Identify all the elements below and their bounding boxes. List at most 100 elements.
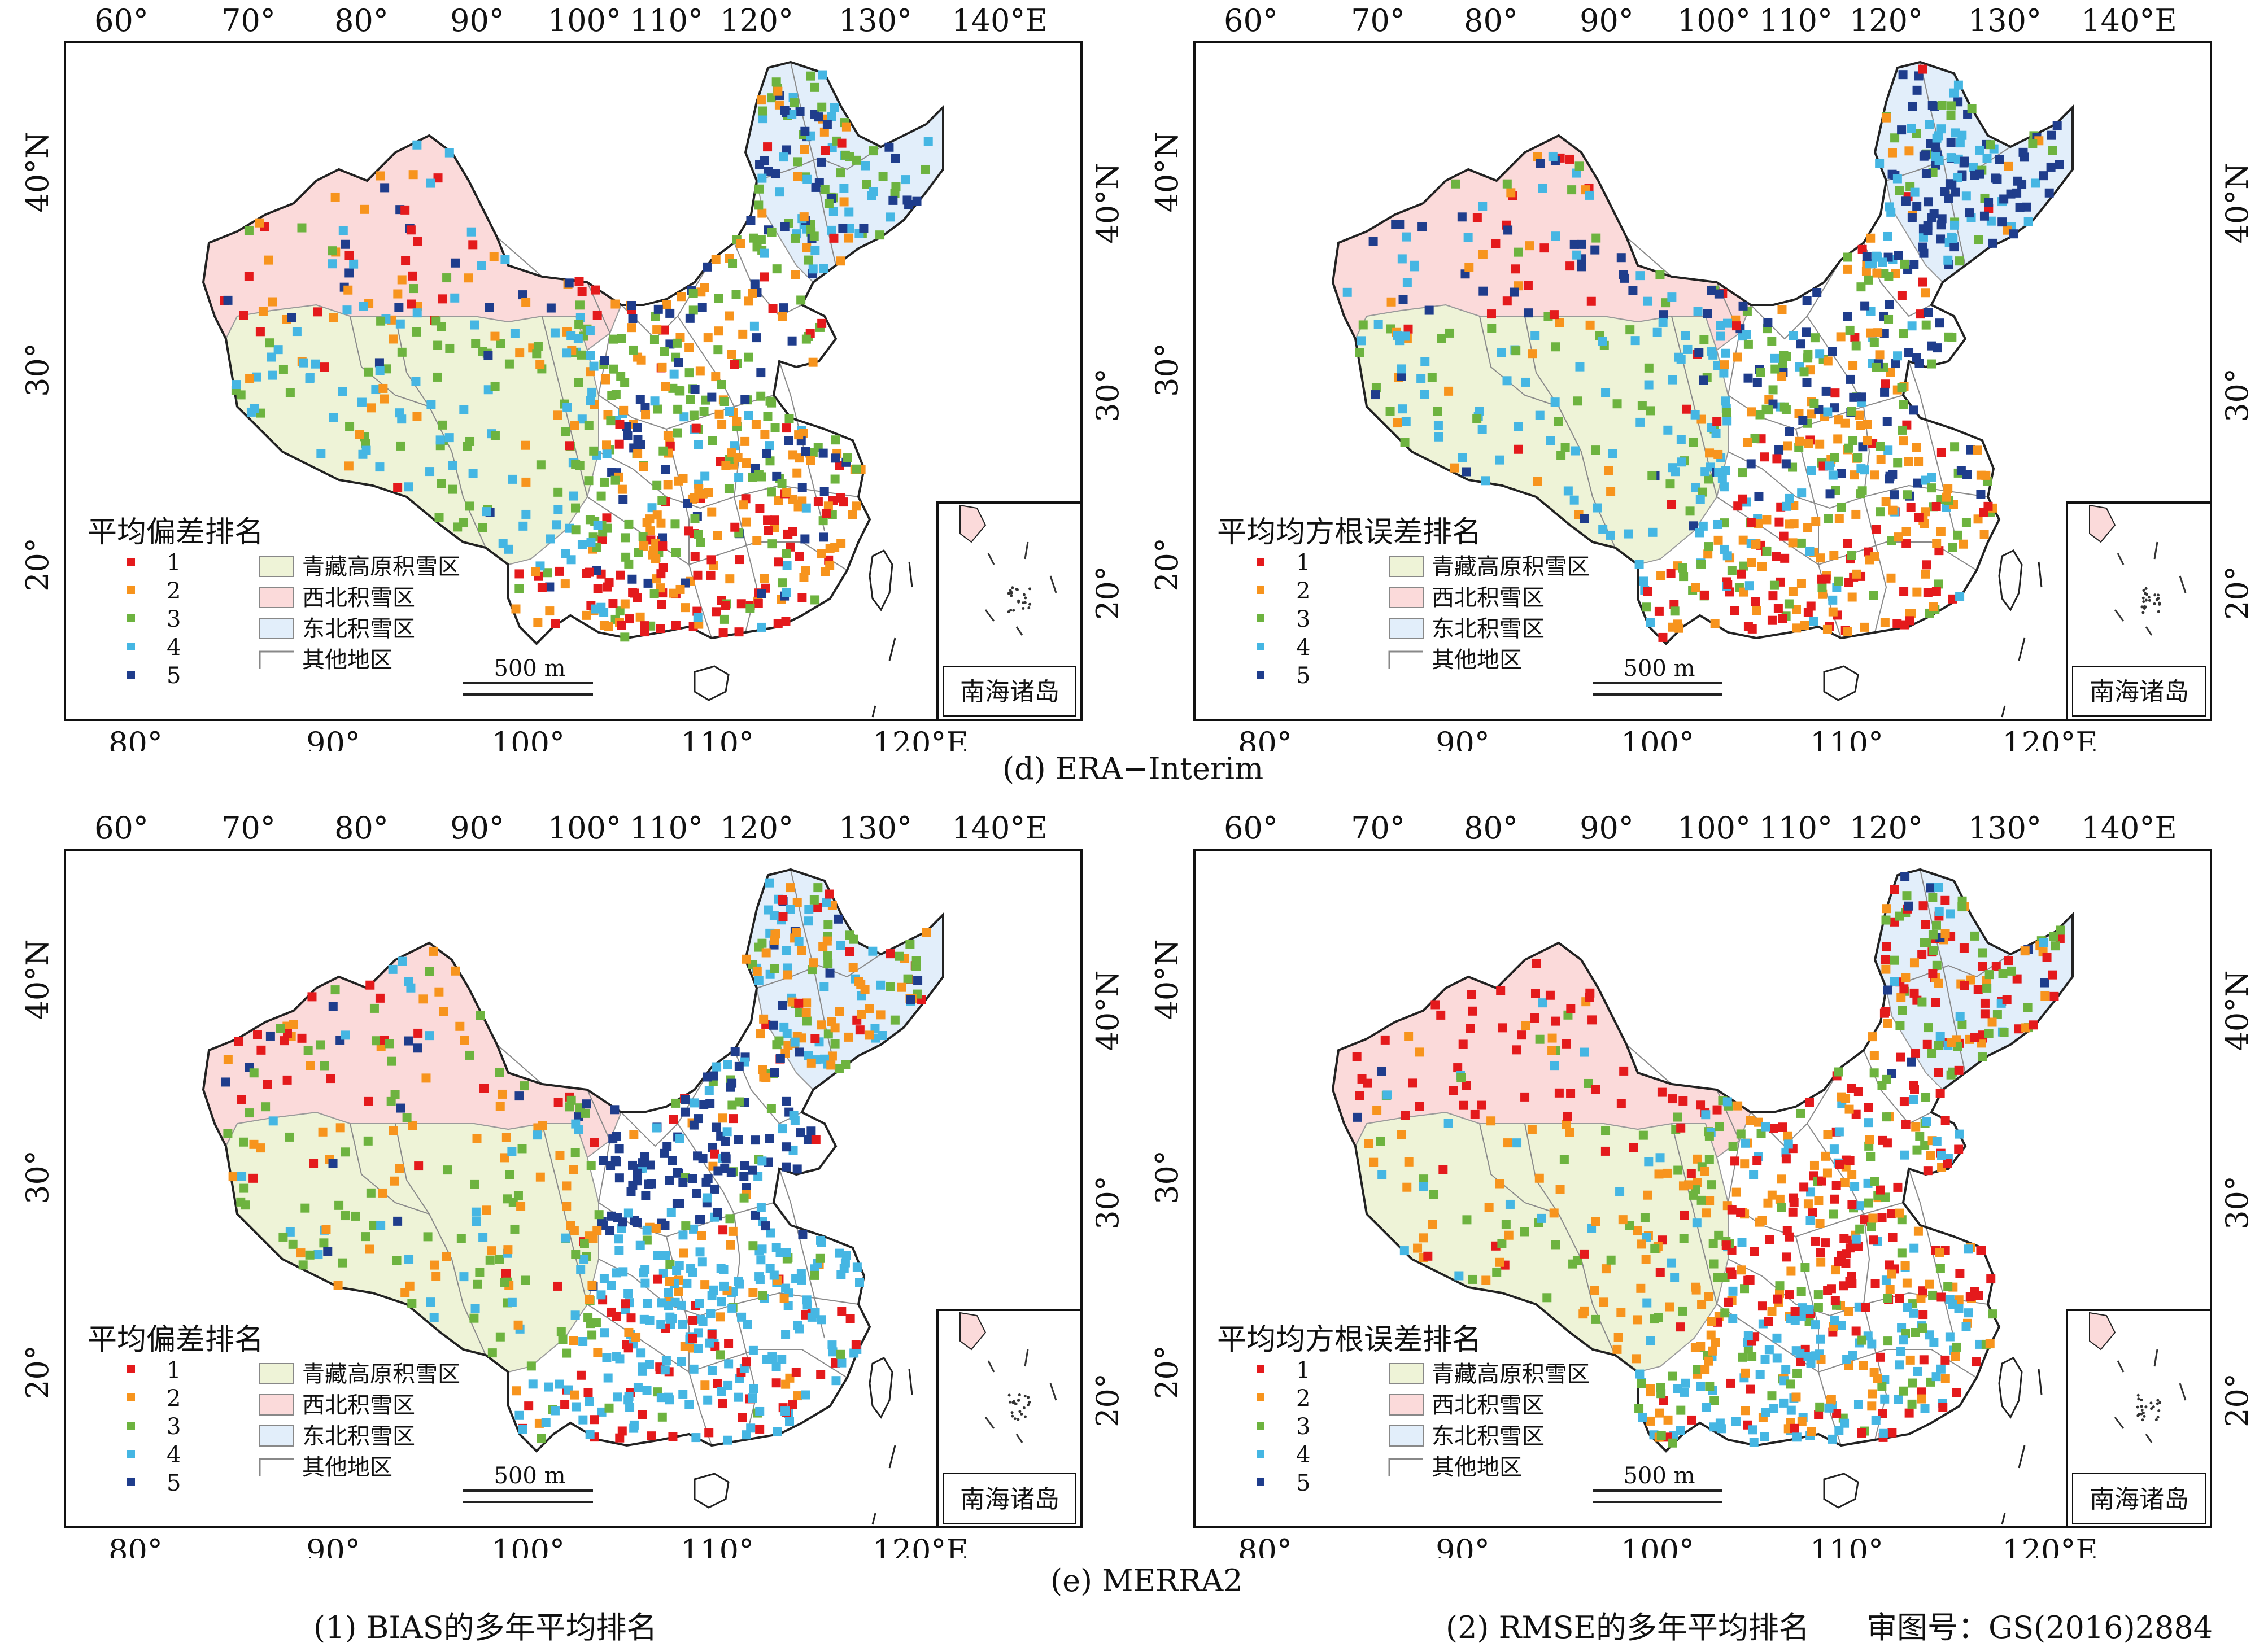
station-rank-3 (796, 295, 806, 305)
station-rank-4 (573, 334, 583, 343)
station-rank-4 (1807, 466, 1816, 475)
station-rank-4 (1550, 1061, 1559, 1071)
station-rank-1 (1491, 239, 1501, 248)
station-rank-3 (1844, 443, 1853, 453)
station-rank-5 (1828, 347, 1837, 356)
station-rank-3 (777, 578, 787, 588)
station-rank-4 (1572, 250, 1582, 260)
station-rank-3 (1762, 547, 1772, 556)
station-rank-3 (520, 1081, 529, 1091)
map-svg-era-bias: 60° 70° 80° 90° 100° 110° 120° 130° 140°E80° 90° 1… (20, 3, 1126, 751)
station-rank-3 (265, 338, 274, 348)
station-rank-4 (1871, 1416, 1881, 1425)
station-rank-3 (443, 1165, 452, 1175)
station-rank-2 (836, 256, 845, 266)
top-axis-label: 140°E (2081, 810, 2177, 846)
station-rank-1 (280, 1036, 289, 1046)
station-rank-3 (784, 414, 794, 423)
station-rank-4 (1535, 410, 1545, 420)
inset-label: 南海诸岛 (2090, 1485, 2189, 1514)
station-rank-5 (647, 1179, 656, 1189)
scale-bar: 500 m (1593, 1463, 1722, 1503)
station-rank-4 (237, 1172, 247, 1181)
station-rank-3 (1665, 479, 1675, 489)
station-rank-5 (1580, 514, 1589, 523)
top-axis-label: 130° (839, 3, 912, 38)
station-rank-5 (764, 167, 773, 176)
station-rank-1 (597, 535, 607, 544)
station-rank-2 (725, 574, 735, 584)
inset-coast-icon (2089, 504, 2116, 543)
station-rank-4 (1691, 483, 1700, 492)
station-rank-4 (1842, 1355, 1852, 1364)
province-boundary (756, 954, 882, 989)
legend-region-swatch (1389, 1363, 1424, 1384)
station-rank-4 (614, 1234, 623, 1244)
station-rank-4 (664, 1392, 673, 1402)
station-rank-1 (1530, 989, 1540, 998)
station-rank-1 (1853, 1087, 1863, 1096)
station-rank-5 (834, 914, 843, 924)
station-rank-4 (1646, 1336, 1655, 1345)
station-rank-1 (1901, 1120, 1911, 1129)
station-rank-3 (754, 470, 764, 479)
station-rank-4 (1850, 1182, 1860, 1191)
station-rank-4 (1695, 528, 1704, 538)
station-rank-2 (1940, 1374, 1950, 1383)
station-rank-2 (1795, 436, 1804, 446)
station-rank-5 (1857, 392, 1866, 402)
station-rank-2 (792, 468, 802, 478)
station-rank-3 (830, 474, 840, 484)
station-rank-2 (1905, 1355, 1915, 1365)
station-rank-5 (703, 1174, 713, 1183)
station-rank-3 (495, 1067, 504, 1077)
station-rank-2 (651, 539, 661, 548)
station-rank-3 (543, 568, 552, 578)
station-rank-2 (1873, 1374, 1882, 1383)
station-rank-2 (1841, 1094, 1851, 1103)
station-rank-4 (1920, 1403, 1930, 1413)
station-rank-2 (1822, 1168, 1832, 1178)
station-rank-2 (1713, 535, 1723, 545)
station-rank-4 (1927, 473, 1936, 482)
station-rank-2 (1886, 368, 1895, 377)
station-rank-2 (1533, 477, 1542, 486)
station-rank-5 (1510, 287, 1519, 297)
station-rank-3 (772, 264, 782, 274)
station-rank-2 (1973, 445, 1982, 455)
station-rank-3 (1451, 179, 1460, 189)
station-rank-3 (319, 1238, 329, 1248)
station-rank-1 (688, 1334, 697, 1343)
station-rank-4 (471, 1207, 481, 1217)
station-rank-2 (1917, 1394, 1926, 1404)
station-rank-3 (533, 342, 543, 351)
top-axis-label: 70° (221, 3, 276, 38)
station-rank-2 (690, 493, 699, 503)
station-rank-5 (1785, 427, 1794, 436)
station-rank-4 (1667, 1258, 1676, 1268)
station-rank-2 (1743, 438, 1752, 447)
station-rank-3 (412, 327, 421, 337)
station-rank-4 (528, 1379, 538, 1389)
station-rank-4 (232, 380, 241, 390)
station-rank-5 (1900, 872, 1910, 881)
station-rank-2 (1616, 1308, 1626, 1318)
station-rank-3 (1895, 186, 1904, 195)
station-rank-4 (1935, 1032, 1945, 1041)
station-rank-2 (442, 1252, 451, 1261)
station-rank-3 (1472, 414, 1482, 423)
station-rank-4 (305, 373, 315, 382)
station-rank-4 (767, 1355, 777, 1364)
station-rank-2 (1868, 1032, 1877, 1042)
station-rank-2 (365, 1244, 374, 1254)
station-rank-1 (234, 1037, 243, 1046)
station-rank-5 (800, 126, 810, 136)
station-rank-5 (913, 976, 923, 985)
station-rank-3 (1514, 247, 1523, 257)
station-rank-3 (1720, 1273, 1730, 1282)
station-rank-5 (1927, 341, 1936, 351)
station-rank-4 (1837, 1321, 1846, 1330)
station-rank-4 (550, 1406, 560, 1416)
station-rank-3 (285, 1132, 294, 1142)
station-rank-1 (408, 271, 418, 281)
